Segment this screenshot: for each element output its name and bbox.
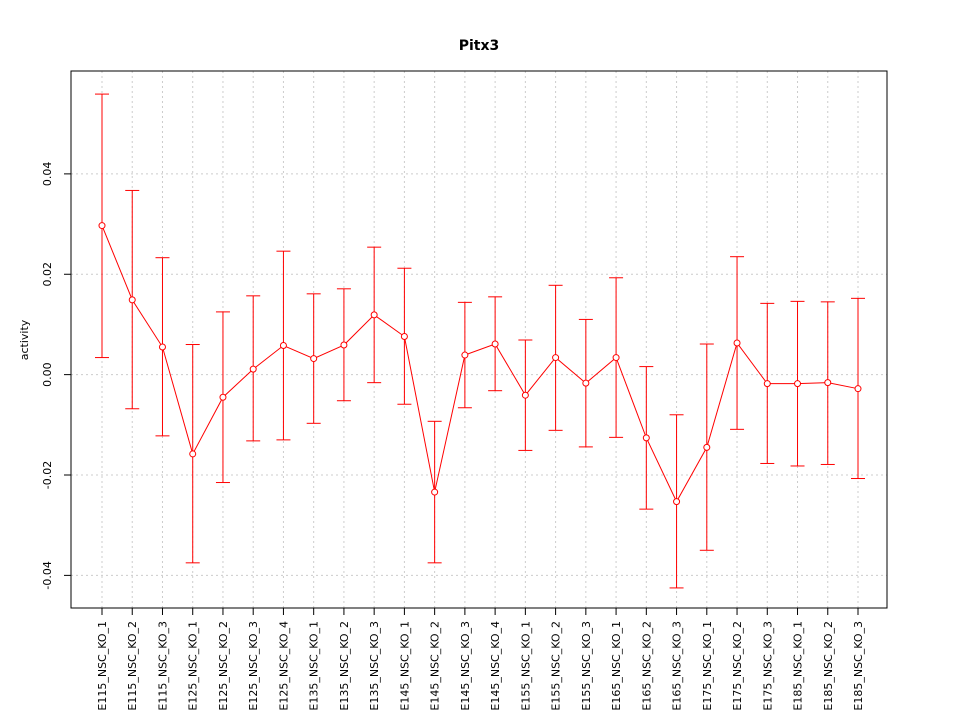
x-tick-label: E185_NSC_KO_1 <box>792 621 805 711</box>
x-tick-label: E125_NSC_KO_3 <box>247 621 260 711</box>
plot-frame <box>70 70 888 609</box>
data-point <box>703 443 711 451</box>
x-tick-label: E185_NSC_KO_3 <box>852 621 865 711</box>
data-point <box>98 222 106 230</box>
data-point <box>400 332 408 340</box>
x-tick-label: E155_NSC_KO_2 <box>550 621 563 711</box>
x-tick-label: E135_NSC_KO_1 <box>308 621 321 711</box>
x-tick-label: E115_NSC_KO_1 <box>96 621 109 711</box>
x-tick-label: E175_NSC_KO_2 <box>731 621 744 711</box>
data-point <box>128 296 136 304</box>
x-tick-label: E155_NSC_KO_1 <box>519 621 532 711</box>
data-point <box>794 380 802 388</box>
x-tick-label: E165_NSC_KO_2 <box>640 621 653 711</box>
y-tick-label: -0.02 <box>41 461 54 489</box>
data-point <box>642 434 650 442</box>
series-line-layer <box>101 225 859 503</box>
y-tick-label: 0.04 <box>41 162 54 187</box>
x-axis: E115_NSC_KO_1 E115_NSC_KO_2 E115_NSC_KO_3 E… <box>96 608 865 711</box>
data-point <box>763 380 771 388</box>
x-tick-label: E145_NSC_KO_3 <box>459 621 472 711</box>
data-point <box>491 340 499 348</box>
x-tick-label: E175_NSC_KO_1 <box>701 621 714 711</box>
data-point <box>521 391 529 399</box>
x-tick-label: E125_NSC_KO_4 <box>277 621 290 711</box>
data-points <box>98 222 862 506</box>
x-tick-label: E165_NSC_KO_1 <box>610 621 623 711</box>
data-point <box>219 393 227 401</box>
x-tick-label: E135_NSC_KO_2 <box>338 621 351 711</box>
x-tick-label: E115_NSC_KO_2 <box>126 621 139 711</box>
data-point <box>461 351 469 359</box>
data-point <box>158 343 166 351</box>
x-tick-label: E145_NSC_KO_1 <box>398 621 411 711</box>
x-tick-label: E145_NSC_KO_2 <box>429 621 442 711</box>
data-point <box>279 342 287 350</box>
data-point <box>854 385 862 393</box>
data-point <box>673 498 681 506</box>
x-tick-label: E115_NSC_KO_3 <box>156 621 169 711</box>
data-point <box>824 379 832 387</box>
chart-title: Pitx3 <box>459 38 500 54</box>
gridlines <box>71 71 887 608</box>
data-point <box>612 354 620 362</box>
x-tick-label: E145_NSC_KO_4 <box>489 621 502 711</box>
data-point <box>582 379 590 387</box>
x-tick-label: E165_NSC_KO_3 <box>671 621 684 711</box>
x-tick-label: E155_NSC_KO_3 <box>580 621 593 711</box>
x-tick-label: E135_NSC_KO_3 <box>368 621 381 711</box>
data-point <box>310 355 318 363</box>
y-tick-label: -0.04 <box>41 561 54 589</box>
data-point <box>340 341 348 349</box>
data-point <box>431 488 439 496</box>
x-tick-label: E185_NSC_KO_2 <box>822 621 835 711</box>
data-point <box>733 339 741 347</box>
data-point <box>189 450 197 458</box>
x-tick-label: E175_NSC_KO_3 <box>761 621 774 711</box>
y-tick-label: 0.00 <box>41 362 54 387</box>
series-line <box>101 225 859 503</box>
data-point <box>249 365 257 373</box>
y-axis-label: activity <box>18 319 31 360</box>
data-point <box>370 311 378 319</box>
y-tick-label: 0.02 <box>41 262 54 287</box>
data-point <box>552 354 560 362</box>
x-tick-label: E125_NSC_KO_1 <box>187 621 200 711</box>
y-axis: -0.04 -0.02 0.00 0.02 0.04 <box>41 162 71 590</box>
x-tick-label: E125_NSC_KO_2 <box>217 621 230 711</box>
